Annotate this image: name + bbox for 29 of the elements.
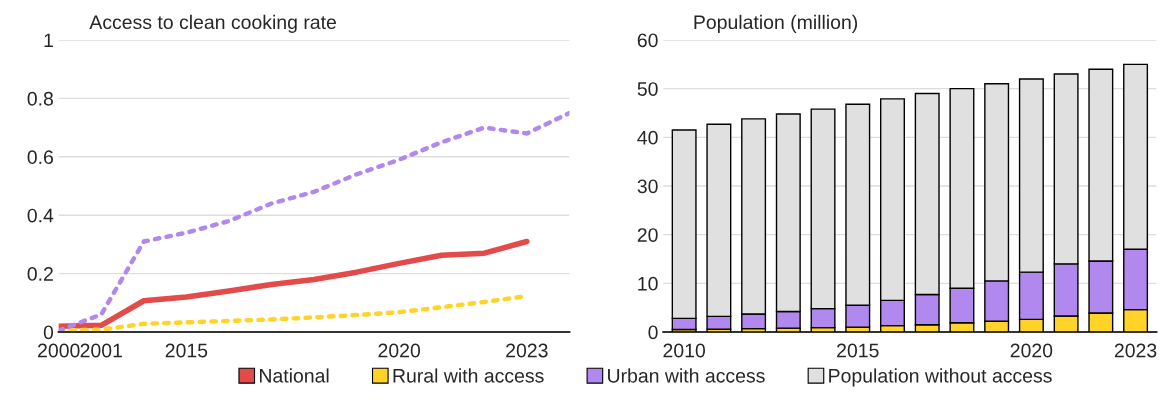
y-tick-label: 10 <box>638 276 658 291</box>
y-tick-label: 1 <box>44 33 53 48</box>
chart-title: Access to clean cooking rate <box>89 14 336 33</box>
y-tick-label: 0.8 <box>27 91 53 106</box>
x-tick-label: 2020 <box>1010 343 1053 358</box>
x-tick-label: 2015 <box>165 343 208 358</box>
legend-label: Population without access <box>829 368 1052 387</box>
legend-label: Rural with access <box>393 368 544 383</box>
y-tick-label: 0.6 <box>27 150 53 165</box>
line-series <box>58 110 570 332</box>
x-tick-label: 2010 <box>663 343 706 358</box>
y-tick-label: 40 <box>637 130 658 145</box>
y-tick-label: 0.4 <box>27 208 54 223</box>
y-tick-label: 0 <box>648 325 658 340</box>
y-tick-label: 20 <box>637 228 658 242</box>
y-tick-label: 60 <box>637 33 658 48</box>
y-tick-label: 0.2 <box>27 267 53 281</box>
x-tick-label: 2020 <box>378 343 421 358</box>
x-tick-label: 2023 <box>1114 343 1157 358</box>
y-tick-label: 50 <box>637 82 658 96</box>
y-tick-label: 30 <box>637 179 658 194</box>
x-tick-label: 2023 <box>506 343 548 358</box>
legend-label: National <box>260 368 329 383</box>
legend-label: Urban with access <box>608 368 765 383</box>
x-tick-label: 2000 <box>38 343 80 358</box>
x-tick-label: 2001 <box>80 343 122 358</box>
y-tick-label: 0 <box>43 325 54 340</box>
x-tick-label: 2015 <box>837 343 879 358</box>
chart-title: Population (million) <box>694 14 858 33</box>
